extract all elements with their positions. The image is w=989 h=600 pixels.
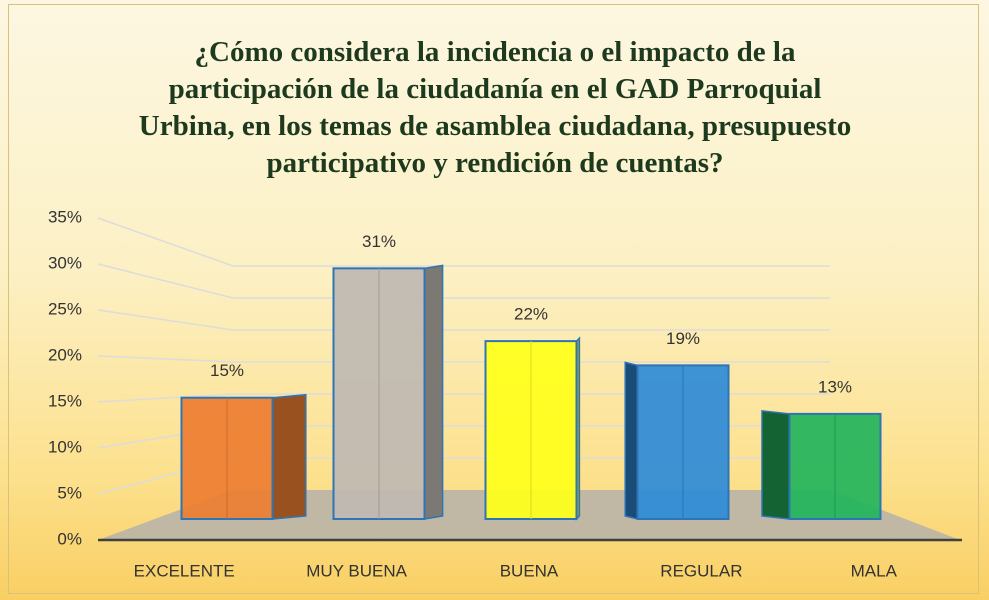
value-label: 13% xyxy=(818,377,852,396)
x-tick-label: BUENA xyxy=(500,561,559,580)
bar-side xyxy=(624,361,639,520)
value-label: 15% xyxy=(210,361,244,380)
y-tick-label: 0% xyxy=(57,529,82,548)
y-tick-label: 10% xyxy=(48,437,82,456)
grid-line xyxy=(97,263,830,299)
bar-side xyxy=(761,410,791,520)
grid-line xyxy=(97,217,830,267)
value-label: 22% xyxy=(514,305,548,324)
chart-title: ¿Cómo considera la incidencia o el impac… xyxy=(138,36,852,179)
y-tick-label: 35% xyxy=(48,207,82,226)
x-tick-label: MUY BUENA xyxy=(306,561,407,580)
frame xyxy=(8,4,979,594)
value-label: 31% xyxy=(362,232,396,251)
x-tick-label: REGULAR xyxy=(660,561,742,580)
x-tick-label: EXCELENTE xyxy=(134,561,235,580)
y-tick-label: 5% xyxy=(57,483,82,502)
bar-side xyxy=(271,393,307,520)
x-tick-label: MALA xyxy=(851,561,898,580)
grid-line xyxy=(97,355,830,363)
y-tick-label: 15% xyxy=(48,391,82,410)
y-tick-label: 25% xyxy=(48,299,82,318)
value-label: 19% xyxy=(666,329,700,348)
y-tick-label: 20% xyxy=(48,345,82,364)
bar-side xyxy=(423,264,444,520)
y-tick-label: 30% xyxy=(48,253,82,272)
grid-line xyxy=(97,309,830,331)
